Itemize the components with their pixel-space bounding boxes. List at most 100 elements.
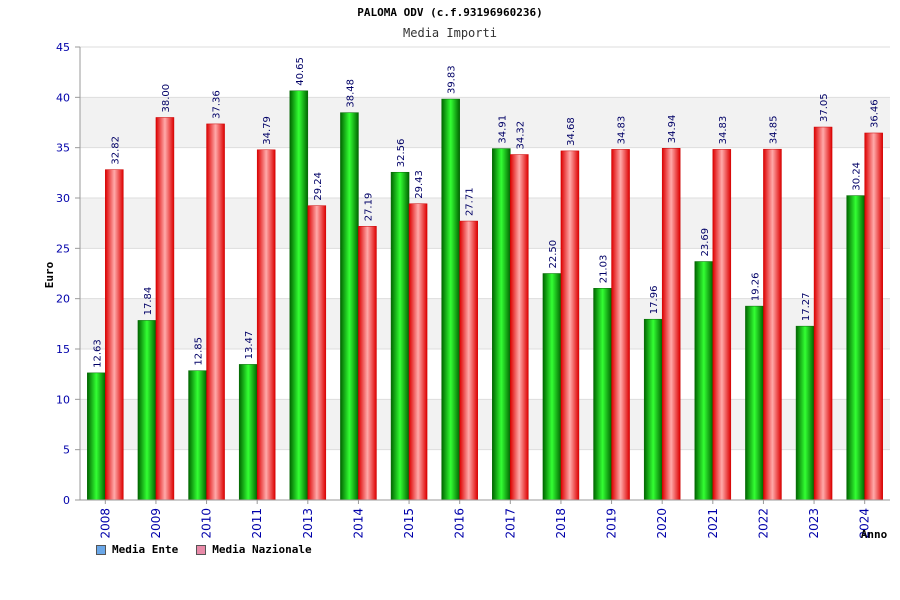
bar-nazionale-2009 (155, 117, 175, 501)
bar-ente-2016 (441, 98, 460, 501)
bar-label-nazionale-2020: 34.94 (667, 115, 678, 144)
bar-ente-2010 (188, 370, 207, 501)
bar-ente-2013 (289, 90, 309, 501)
bar-ente-2019 (593, 288, 612, 501)
bar-label-ente-2023: 17.27 (801, 293, 812, 322)
bar-nazionale-2017 (510, 154, 529, 501)
bar-label-ente-2024: 30.24 (852, 162, 863, 191)
bar-label-ente-2010: 12.85 (194, 337, 205, 366)
bar-label-nazionale-2024: 36.46 (870, 99, 881, 128)
bar-ente-2022 (745, 305, 764, 501)
bar-label-ente-2015: 32.56 (396, 139, 407, 168)
bar-ente-2017 (492, 148, 511, 501)
x-tick-label-2009: 2009 (149, 508, 163, 539)
y-tick-label: 40 (56, 91, 70, 104)
x-tick-label-2024: 2024 (858, 508, 872, 539)
bar-label-ente-2017: 34.91 (497, 115, 508, 144)
bar-label-ente-2013: 40.65 (295, 57, 306, 86)
bar-label-ente-2016: 39.83 (447, 65, 458, 94)
bar-nazionale-2013 (307, 205, 327, 501)
y-tick-label: 35 (56, 142, 70, 155)
bar-label-nazionale-2015: 29.43 (414, 170, 425, 199)
legend-label-ente: Media Ente (112, 543, 179, 556)
bar-nazionale-2023 (813, 126, 833, 501)
bar-nazionale-2024 (864, 132, 883, 501)
y-tick-label: 5 (63, 444, 70, 457)
bar-label-nazionale-2016: 27.71 (465, 187, 476, 216)
bar-label-ente-2022: 19.26 (750, 272, 761, 301)
y-tick-label: 0 (63, 494, 70, 507)
bar-label-nazionale-2009: 38.00 (161, 84, 172, 113)
bar-label-ente-2009: 17.84 (143, 287, 154, 316)
x-axis-ticks: 2008 2009 2010 2011 2013 2014 2015 2016 2017 2018… (98, 500, 872, 539)
x-tick-label-2016: 2016 (453, 508, 467, 539)
bars (87, 90, 883, 501)
bar-ente-2023 (795, 325, 815, 501)
x-tick-label-2020: 2020 (655, 508, 669, 539)
bar-label-nazionale-2022: 34.85 (768, 116, 779, 145)
bar-label-ente-2011: 13.47 (244, 331, 255, 360)
bar-label-nazionale-2019: 34.83 (617, 116, 628, 145)
x-tick-label-2008: 2008 (98, 508, 112, 539)
x-tick-label-2019: 2019 (605, 508, 619, 539)
bar-value-labels: 12.63 32.82 17.84 38.00 12.85 37.36 13.47 34.79… (92, 57, 880, 368)
x-tick-label-2015: 2015 (402, 508, 416, 539)
bar-nazionale-2020 (661, 148, 681, 501)
bar-nazionale-2022 (763, 148, 782, 501)
bar-label-nazionale-2021: 34.83 (718, 116, 729, 145)
y-tick-label: 45 (56, 41, 70, 54)
bar-ente-2018 (542, 273, 562, 501)
x-tick-label-2023: 2023 (807, 508, 821, 539)
bar-label-ente-2018: 22.50 (548, 240, 559, 269)
bar-label-ente-2021: 23.69 (700, 228, 711, 257)
bar-ente-2021 (694, 261, 714, 501)
bar-nazionale-2021 (712, 149, 732, 501)
bar-nazionale-2015 (408, 203, 428, 501)
bar-nazionale-2019 (611, 149, 630, 501)
y-tick-label: 10 (56, 393, 70, 406)
x-tick-label-2018: 2018 (554, 508, 568, 539)
bar-label-nazionale-2018: 34.68 (566, 117, 577, 146)
bar-nazionale-2016 (459, 220, 478, 501)
bar-nazionale-2008 (105, 169, 124, 501)
bar-label-nazionale-2014: 27.19 (363, 193, 374, 222)
bar-ente-2014 (340, 112, 359, 501)
y-tick-label: 25 (56, 242, 70, 255)
x-tick-label-2017: 2017 (503, 508, 517, 539)
bar-ente-2008 (87, 372, 106, 501)
bar-label-nazionale-2013: 29.24 (313, 172, 324, 201)
y-axis-label: Euro (43, 261, 56, 288)
x-tick-label-2010: 2010 (200, 508, 214, 539)
bar-label-ente-2020: 17.96 (649, 286, 660, 315)
bar-ente-2024 (846, 195, 865, 501)
bar-label-nazionale-2008: 32.82 (110, 136, 121, 165)
legend-swatch-nazionale (196, 544, 207, 555)
chart-subtitle: Media Importi (403, 26, 497, 40)
bar-nazionale-2014 (358, 226, 377, 501)
bar-nazionale-2010 (206, 123, 225, 501)
y-tick-label: 15 (56, 343, 70, 356)
bar-ente-2009 (137, 320, 157, 501)
legend-item-ente: Media Ente (96, 543, 178, 556)
legend-item-nazionale: Media Nazionale (196, 543, 312, 556)
bar-label-nazionale-2011: 34.79 (262, 116, 273, 145)
bar-ente-2015 (390, 171, 410, 501)
x-tick-label-2014: 2014 (351, 508, 365, 539)
bar-nazionale-2018 (560, 150, 580, 501)
chart-title: PALOMA ODV (c.f.93196960236) (357, 6, 542, 19)
bar-label-ente-2014: 38.48 (345, 79, 356, 108)
x-tick-label-2013: 2013 (301, 508, 315, 539)
bar-ente-2020 (643, 318, 663, 501)
legend: Media Ente Media Nazionale (96, 543, 312, 556)
bar-label-nazionale-2023: 37.05 (819, 93, 830, 122)
x-tick-label-2011: 2011 (250, 508, 264, 539)
y-tick-label: 20 (56, 293, 70, 306)
bar-label-nazionale-2017: 34.32 (515, 121, 526, 150)
x-tick-label-2021: 2021 (706, 508, 720, 539)
x-tick-label-2022: 2022 (756, 508, 770, 539)
bar-label-ente-2008: 12.63 (92, 339, 103, 368)
legend-label-nazionale: Media Nazionale (212, 543, 312, 556)
bar-nazionale-2011 (256, 149, 276, 501)
